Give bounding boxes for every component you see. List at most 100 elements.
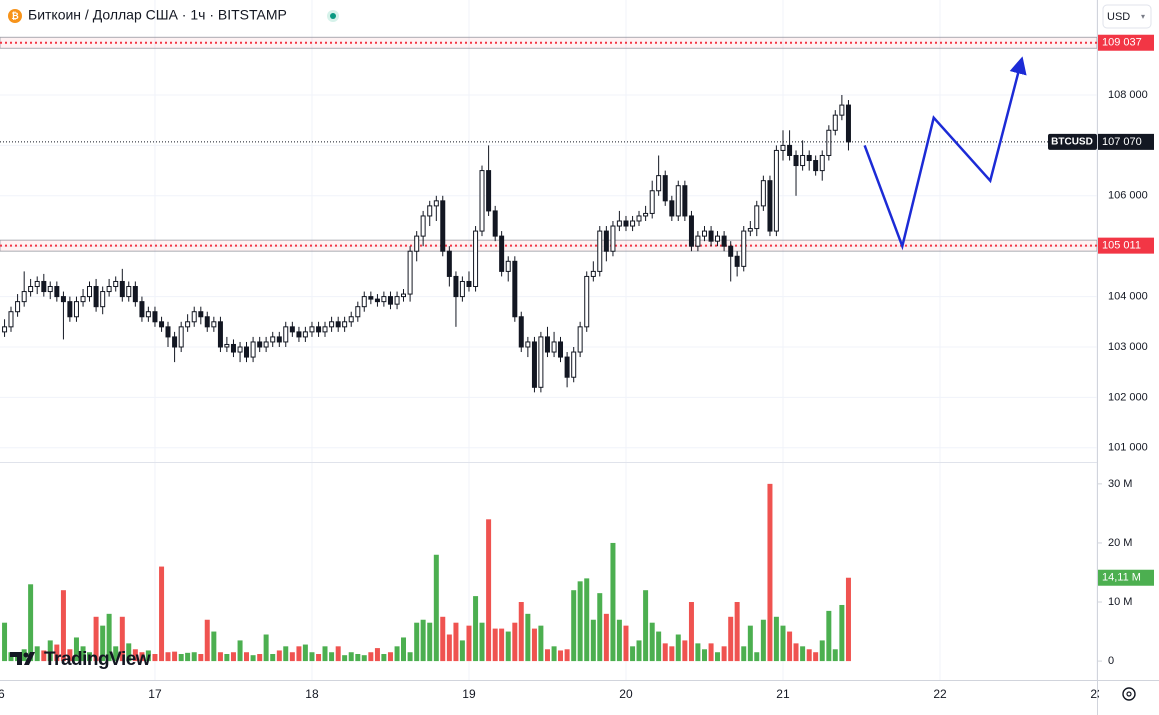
volume-bar — [100, 625, 106, 662]
currency[interactable]: USD — [1107, 11, 1130, 23]
volume-bar — [551, 646, 557, 662]
candle-body — [630, 220, 636, 227]
candle-body — [675, 185, 681, 217]
candle-body — [34, 280, 40, 288]
volume-bar — [440, 616, 446, 662]
x-tick-label: 19 — [462, 687, 476, 701]
y-tick-label: 102 000 — [1108, 391, 1148, 403]
volume-bar — [695, 643, 701, 662]
volume-bar — [67, 649, 73, 662]
volume-tick-label: 0 — [1108, 655, 1114, 667]
volume-bar — [492, 628, 498, 662]
volume-bar — [329, 652, 335, 662]
volume-bar — [479, 622, 485, 662]
volume-bar — [701, 649, 707, 662]
candle-body — [806, 154, 812, 162]
candle-body — [773, 149, 779, 232]
volume-bar — [289, 652, 295, 662]
candle-body — [329, 321, 335, 328]
candle-body — [401, 293, 407, 298]
candle-body — [466, 280, 472, 288]
volume-bar — [459, 640, 465, 662]
candle-body — [459, 280, 465, 298]
last-volume-box — [1098, 569, 1154, 586]
candle-body — [610, 225, 616, 252]
candle-body — [643, 212, 649, 217]
candle-body — [60, 296, 66, 303]
currency-button[interactable] — [1102, 4, 1152, 29]
header: ₿ Биткоин / Доллар США · 1ч · BITSTAMP U… — [8, 4, 1152, 29]
candle-body — [715, 235, 721, 242]
candle-body — [544, 336, 550, 353]
candle-body — [558, 341, 564, 358]
x-tick-label: 21 — [776, 687, 790, 701]
volume-bar — [374, 648, 380, 662]
candle-body — [590, 270, 596, 277]
volume-bar — [28, 584, 34, 662]
volume-bar — [754, 652, 760, 662]
candle-body — [283, 326, 289, 343]
candle-body — [8, 311, 14, 328]
candle-body — [355, 306, 361, 318]
candle-body — [139, 301, 145, 318]
volume-bar — [80, 646, 86, 662]
volume-bar — [649, 622, 655, 662]
volume-bar — [669, 646, 675, 662]
candle-body — [597, 230, 603, 272]
volume-bar — [433, 554, 439, 662]
candle-body — [433, 200, 439, 207]
candle-body — [728, 245, 734, 257]
candle-body — [819, 154, 825, 172]
settings[interactable] — [1122, 687, 1136, 701]
candle-body — [126, 286, 132, 298]
candle-body — [440, 200, 446, 252]
volume-bar — [721, 646, 727, 662]
candle-body — [172, 336, 178, 348]
x-tick-label: 16 — [0, 687, 5, 701]
volume-bar — [643, 590, 649, 662]
candle-body — [243, 346, 249, 358]
candle-body — [67, 301, 73, 318]
volume-bar — [636, 640, 642, 662]
candle-body — [787, 144, 793, 156]
settings-icon[interactable] — [1122, 687, 1136, 701]
level-label: 109 037 — [1102, 37, 1142, 49]
candle-body — [525, 341, 531, 348]
volume-bar — [407, 652, 413, 662]
volume-bar — [839, 604, 845, 662]
volume-bar — [230, 652, 236, 662]
candle-body — [688, 215, 694, 247]
candle-body — [427, 205, 433, 217]
projection-path — [863, 56, 1027, 251]
volume-bar — [41, 650, 47, 662]
volume-bar — [675, 634, 681, 662]
coin-icon-glyph: ₿ — [11, 11, 18, 21]
candle-body — [204, 316, 210, 328]
volume-bar — [446, 634, 452, 662]
candle-body — [616, 220, 622, 227]
candle-body — [741, 230, 747, 267]
volume-bar — [86, 652, 92, 662]
candle-body — [361, 296, 367, 308]
volume-bar — [584, 578, 590, 662]
volume-bar — [538, 625, 544, 662]
volume-bar — [767, 483, 773, 662]
candle-body — [93, 286, 99, 308]
candle-body — [47, 286, 53, 293]
candle-body — [28, 286, 34, 293]
candle-body — [374, 298, 380, 303]
volume-bar — [525, 613, 531, 662]
volume-tick-label: 20 M — [1108, 537, 1132, 549]
candle-body — [302, 331, 308, 338]
candle-body — [316, 326, 322, 333]
plot-area — [0, 36, 1097, 662]
volume-bar — [93, 616, 99, 662]
volume-bar — [473, 596, 479, 662]
volume-bar — [544, 649, 550, 662]
volume-bar — [224, 654, 230, 662]
volume-bar — [237, 640, 243, 662]
candle-body — [832, 114, 838, 131]
x-tick-label: 20 — [619, 687, 633, 701]
volume-bar — [518, 602, 524, 662]
